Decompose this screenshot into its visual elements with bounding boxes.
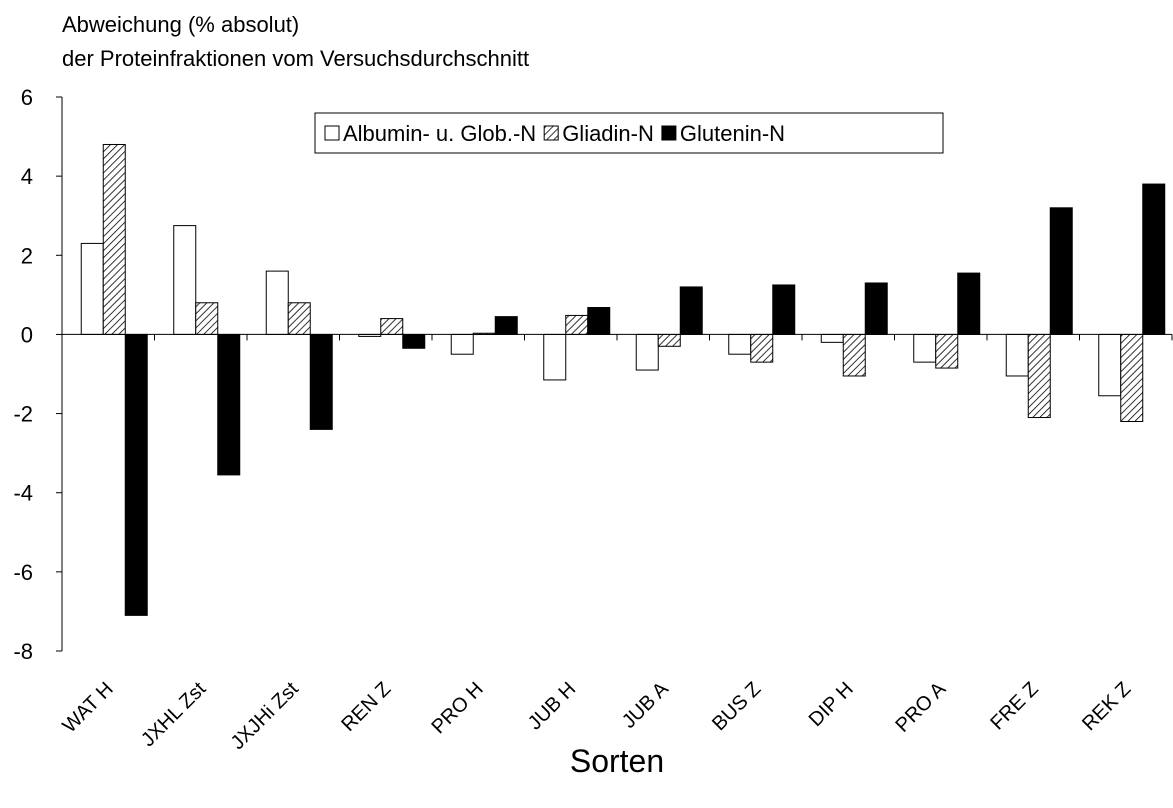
bar — [217, 333, 241, 476]
bar — [957, 272, 981, 335]
x-tick-label: REK Z — [1078, 678, 1135, 735]
bar — [842, 333, 866, 377]
bar — [1049, 207, 1073, 335]
x-tick-label: JXHL Zst — [137, 678, 210, 751]
bar — [543, 333, 567, 381]
y-tick-label: 4 — [21, 164, 33, 189]
chart-title: Abweichung (% absolut) — [62, 12, 299, 37]
bar — [565, 314, 589, 335]
bar — [1005, 333, 1029, 377]
bar — [1098, 333, 1122, 397]
bar — [402, 333, 426, 349]
bar — [750, 333, 774, 363]
bar — [587, 307, 611, 335]
bar — [635, 333, 659, 371]
x-tick-label: PRO A — [891, 678, 950, 737]
bar — [450, 333, 474, 355]
x-tick-label: PRO H — [427, 678, 487, 738]
bar — [1142, 183, 1166, 335]
legend-swatch — [543, 125, 559, 141]
bar — [265, 270, 289, 335]
bar — [913, 333, 937, 363]
legend: Albumin- u. Glob.-N Gliadin-N Glutenin-N — [314, 112, 944, 154]
bar — [728, 333, 752, 355]
x-tick-label: FRE Z — [986, 678, 1042, 734]
bar — [1027, 333, 1051, 419]
legend-label: Glutenin-N — [680, 121, 785, 146]
y-tick-label: 6 — [21, 85, 33, 110]
x-tick-label: WAT H — [58, 678, 117, 737]
bar — [287, 302, 311, 335]
bar — [494, 316, 518, 335]
y-tick-label: -4 — [13, 481, 33, 506]
chart-subtitle: der Proteinfraktionen vom Versuchsdurchs… — [62, 46, 529, 71]
bar — [657, 333, 681, 347]
bar — [772, 284, 796, 335]
x-tick-label: JUB H — [524, 678, 580, 734]
bar — [1120, 333, 1144, 422]
x-tick-label: JUB A — [618, 678, 673, 733]
x-axis-label: Sorten — [570, 743, 664, 779]
bar — [173, 225, 197, 335]
bar — [102, 143, 126, 335]
x-tick-label: REN Z — [337, 678, 395, 736]
y-tick-label: -8 — [13, 639, 33, 664]
bar — [80, 242, 104, 335]
x-tick-label: DIP H — [805, 678, 858, 731]
legend-box — [314, 112, 944, 154]
legend-label: Gliadin-N — [562, 121, 654, 146]
bar — [820, 333, 844, 343]
legend-swatch — [324, 125, 340, 141]
legend-label: Albumin- u. Glob.-N — [343, 121, 536, 146]
y-tick-label: -6 — [13, 560, 33, 585]
bar — [124, 333, 148, 616]
x-tick-label: JXJHi Zst — [227, 678, 303, 754]
bar — [935, 333, 959, 369]
bar — [380, 318, 404, 335]
y-tick-label: 2 — [21, 243, 33, 268]
x-tick-label: BUS Z — [708, 678, 765, 735]
legend-swatch — [661, 125, 677, 141]
bar — [195, 302, 219, 335]
y-tick-label: 0 — [21, 322, 33, 347]
y-tick-label: -2 — [13, 402, 33, 427]
bar — [864, 282, 888, 335]
bar — [309, 333, 333, 430]
bar — [679, 286, 703, 335]
